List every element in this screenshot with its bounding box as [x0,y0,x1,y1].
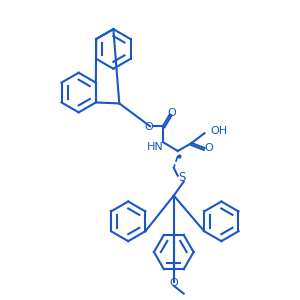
Text: O: O [204,143,213,153]
Text: HN: HN [147,142,163,152]
Text: S: S [178,171,185,184]
Text: O: O [169,278,178,288]
Text: O: O [167,108,176,118]
Text: O: O [145,122,153,132]
Text: OH: OH [210,126,228,136]
